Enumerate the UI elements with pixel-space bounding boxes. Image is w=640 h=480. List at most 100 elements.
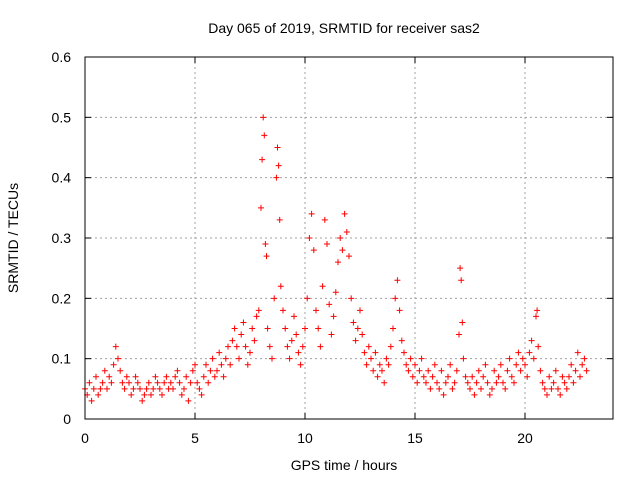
- data-point: [383, 355, 390, 362]
- data-point: [517, 367, 524, 374]
- data-point: [480, 373, 487, 380]
- data-point: [181, 385, 187, 392]
- data-point: [293, 331, 300, 338]
- data-point: [101, 367, 108, 374]
- data-point: [302, 325, 308, 332]
- data-point: [401, 349, 407, 356]
- data-point: [475, 367, 482, 374]
- data-point: [449, 385, 456, 392]
- data-point: [288, 337, 295, 344]
- data-point: [522, 361, 528, 368]
- data-point: [277, 283, 284, 290]
- data-point: [559, 373, 566, 380]
- data-point: [550, 379, 557, 386]
- y-tick-label: 0.3: [52, 230, 72, 246]
- data-point: [132, 373, 139, 380]
- data-point: [372, 349, 379, 356]
- data-point: [205, 379, 212, 386]
- data-point: [123, 373, 130, 380]
- data-point: [459, 319, 466, 326]
- data-point: [405, 367, 412, 374]
- data-point: [394, 277, 401, 284]
- data-point: [189, 367, 196, 374]
- data-point: [370, 367, 377, 374]
- data-point: [502, 385, 509, 392]
- y-axis-label: SRMTID / TECUs: [5, 183, 21, 293]
- data-point: [513, 361, 520, 368]
- data-point: [261, 132, 268, 139]
- data-point: [273, 174, 280, 181]
- data-point: [515, 349, 522, 356]
- data-point: [456, 331, 462, 338]
- data-point: [486, 391, 493, 398]
- data-point: [381, 379, 388, 386]
- data-point: [134, 379, 141, 386]
- data-point: [266, 343, 273, 350]
- data-point: [427, 385, 434, 392]
- data-point: [539, 379, 546, 386]
- data-point: [442, 379, 449, 386]
- data-point: [238, 331, 245, 338]
- data-point: [357, 307, 363, 314]
- data-point: [242, 343, 249, 350]
- data-point: [108, 379, 115, 386]
- data-point: [418, 355, 425, 362]
- data-point: [324, 241, 330, 248]
- data-point: [244, 361, 251, 368]
- data-point: [429, 373, 436, 380]
- data-point: [530, 355, 537, 362]
- data-point: [561, 379, 568, 386]
- data-point: [423, 379, 429, 386]
- data-point: [557, 391, 564, 398]
- data-point: [218, 361, 225, 368]
- data-point: [194, 379, 201, 386]
- data-point: [396, 307, 403, 314]
- data-point: [222, 355, 229, 362]
- y-tick-label: 0.6: [52, 49, 72, 65]
- data-point: [227, 361, 234, 368]
- data-point: [262, 241, 269, 248]
- data-point: [387, 343, 394, 350]
- data-point: [211, 373, 218, 380]
- data-point: [568, 361, 575, 368]
- data-point: [313, 307, 319, 314]
- data-point: [121, 385, 128, 392]
- data-point: [112, 343, 119, 350]
- data-point: [326, 301, 333, 308]
- data-point: [139, 397, 146, 404]
- data-point: [570, 379, 577, 386]
- data-point: [178, 391, 185, 398]
- data-point: [339, 247, 346, 254]
- data-point: [577, 373, 583, 380]
- data-point: [156, 385, 163, 392]
- data-point: [315, 325, 322, 332]
- data-point: [473, 379, 480, 386]
- data-point: [258, 204, 264, 211]
- data-point: [478, 385, 484, 392]
- x-tick-label: 0: [81, 430, 89, 446]
- data-point: [332, 289, 339, 296]
- y-tick-label: 0.5: [52, 109, 72, 125]
- ticks-layer: 0 5 10 15 20 0 0.1 0.2 0.3 0.4 0.5 0.6: [52, 49, 613, 446]
- data-point: [563, 385, 570, 392]
- data-point: [436, 385, 443, 392]
- data-point: [128, 391, 135, 398]
- data-point: [295, 349, 302, 356]
- data-point: [306, 235, 313, 241]
- data-point: [464, 379, 471, 386]
- data-point: [216, 349, 223, 356]
- data-point: [99, 379, 106, 386]
- data-point: [150, 385, 157, 392]
- data-point: [145, 379, 152, 386]
- data-point: [196, 385, 203, 392]
- data-point: [253, 313, 260, 320]
- y-tick-label: 0.4: [52, 170, 72, 186]
- data-point: [398, 337, 405, 344]
- data-point: [467, 385, 473, 392]
- data-point: [484, 379, 491, 386]
- data-point: [143, 385, 150, 392]
- data-point: [286, 355, 293, 362]
- data-point: [229, 337, 236, 344]
- data-point: [359, 331, 366, 338]
